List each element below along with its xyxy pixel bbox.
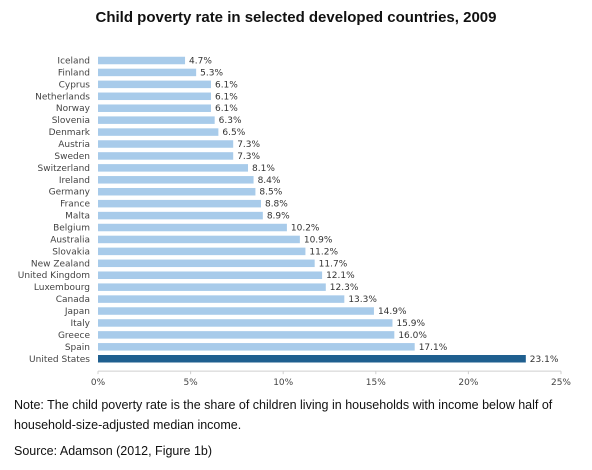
bar-cyprus	[98, 80, 211, 89]
category-label-netherlands: Netherlands	[35, 92, 90, 102]
bar-united-states	[98, 355, 526, 363]
value-label-luxembourg: 12.3%	[330, 283, 359, 293]
category-label-norway: Norway	[56, 104, 91, 114]
x-tick-label: 15%	[366, 378, 386, 388]
value-label-malta: 8.9%	[267, 212, 290, 222]
category-label-finland: Finland	[58, 68, 90, 78]
value-label-canada: 13.3%	[348, 295, 377, 305]
bar-italy	[98, 319, 393, 327]
value-label-australia: 10.9%	[304, 235, 333, 245]
category-label-luxembourg: Luxembourg	[34, 283, 90, 293]
value-label-iceland: 4.7%	[189, 57, 212, 67]
x-tick-label: 25%	[551, 378, 571, 388]
value-label-belgium: 10.2%	[291, 224, 320, 234]
category-label-sweden: Sweden	[54, 152, 90, 162]
bar-new-zealand	[98, 259, 315, 268]
category-label-iceland: Iceland	[57, 57, 90, 67]
bar-germany	[98, 187, 256, 196]
value-label-ireland: 8.4%	[258, 176, 281, 186]
chart-title: Child poverty rate in selected developed…	[95, 9, 497, 26]
bar-ireland	[98, 176, 254, 184]
value-label-greece: 16.0%	[398, 331, 427, 341]
bar-malta	[98, 211, 263, 220]
bar-norway	[98, 104, 211, 112]
value-label-slovenia: 6.3%	[219, 116, 242, 126]
category-label-japan: Japan	[64, 307, 90, 317]
category-label-slovenia: Slovenia	[52, 116, 90, 126]
value-label-denmark: 6.5%	[222, 128, 245, 138]
bar-greece	[98, 331, 395, 339]
x-axis-ticks-layer: 0% 5% 10% 15% 20% 25%	[91, 371, 571, 388]
value-label-netherlands: 6.1%	[215, 92, 238, 102]
x-tick-label: 10%	[273, 378, 293, 388]
bar-australia	[98, 235, 300, 244]
bar-united-kingdom	[98, 271, 323, 279]
value-label-cyprus: 6.1%	[215, 80, 238, 90]
category-label-greece: Greece	[58, 331, 90, 341]
bar-spain	[98, 343, 415, 351]
bar-japan	[98, 307, 374, 315]
chart-note: Note: The child poverty rate is the shar…	[14, 398, 553, 432]
category-label-cyprus: Cyprus	[59, 80, 91, 90]
bar-sweden	[98, 152, 234, 160]
x-tick-label: 0%	[91, 378, 106, 388]
category-label-ireland: Ireland	[59, 176, 90, 186]
x-tick-label: 5%	[183, 378, 198, 388]
category-label-canada: Canada	[56, 295, 90, 305]
category-label-italy: Italy	[70, 319, 90, 329]
value-label-slovakia: 11.2%	[309, 247, 338, 257]
value-label-united-kingdom: 12.1%	[326, 271, 355, 281]
category-label-united-kingdom: United Kingdom	[18, 271, 90, 281]
bar-denmark	[98, 128, 219, 136]
category-label-slovakia: Slovakia	[52, 247, 90, 257]
category-label-united-states: United States	[29, 355, 90, 365]
value-label-sweden: 7.3%	[237, 152, 260, 162]
bar-slovenia	[98, 116, 215, 124]
value-label-finland: 5.3%	[200, 68, 223, 78]
bar-france	[98, 199, 261, 208]
value-label-japan: 14.9%	[378, 307, 407, 317]
value-label-germany: 8.5%	[259, 188, 282, 198]
value-label-new-zealand: 11.7%	[319, 259, 348, 269]
category-label-new-zealand: New Zealand	[31, 259, 90, 269]
bar-austria	[98, 140, 234, 148]
bar-belgium	[98, 223, 287, 232]
bar-slovakia	[98, 247, 306, 256]
category-label-australia: Australia	[50, 235, 90, 245]
category-label-denmark: Denmark	[49, 128, 91, 138]
bar-switzerland	[98, 164, 249, 172]
value-label-norway: 6.1%	[215, 104, 238, 114]
category-label-belgium: Belgium	[53, 224, 90, 234]
value-label-austria: 7.3%	[237, 140, 260, 150]
value-label-france: 8.8%	[265, 200, 288, 210]
value-labels-layer: 4.7%5.3% 6.1% 6.1% 6.1% 6.3% 6.5% 7.3% 7.3% 8.1%…	[189, 57, 559, 365]
category-label-malta: Malta	[65, 212, 90, 222]
bar-canada	[98, 295, 345, 303]
x-tick-label: 20%	[458, 378, 478, 388]
value-label-switzerland: 8.1%	[252, 164, 275, 174]
category-label-switzerland: Switzerland	[38, 164, 91, 174]
category-label-austria: Austria	[58, 140, 90, 150]
category-label-spain: Spain	[65, 343, 90, 353]
value-label-italy: 15.9%	[396, 319, 425, 329]
category-label-germany: Germany	[49, 188, 91, 198]
bar-netherlands	[98, 92, 211, 101]
bar-iceland	[98, 56, 186, 65]
bar-finland	[98, 68, 197, 77]
chart-source: Source: Adamson (2012, Figure 1b)	[14, 444, 213, 458]
bars-layer	[98, 56, 526, 363]
value-label-spain: 17.1%	[419, 343, 448, 353]
bar-luxembourg	[98, 283, 326, 291]
value-label-united-states: 23.1%	[530, 355, 559, 365]
category-label-france: France	[60, 200, 90, 210]
